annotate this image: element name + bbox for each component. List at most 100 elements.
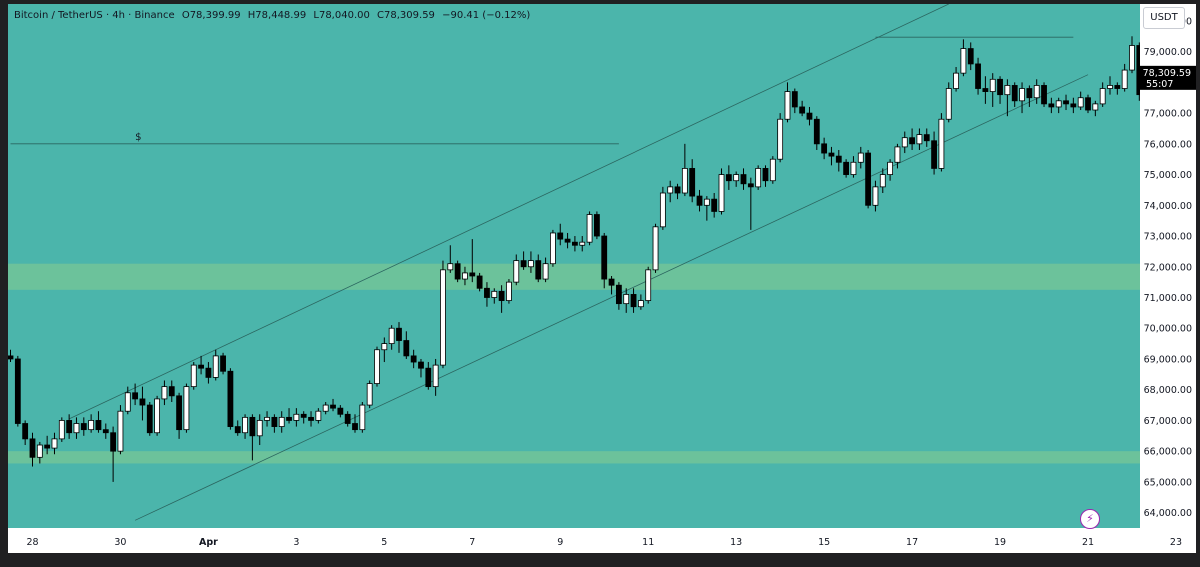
annotation-label: $	[135, 132, 141, 143]
candle-body	[923, 134, 930, 142]
candle-body	[44, 444, 51, 449]
candle-body	[784, 91, 791, 120]
candle-body	[1048, 103, 1055, 108]
candle-body	[572, 241, 578, 246]
price-tag	[1140, 65, 1196, 90]
candle-body	[630, 294, 637, 308]
candle-body	[586, 214, 593, 243]
candle-body	[344, 413, 351, 424]
candle-body	[146, 404, 153, 434]
candle-body	[557, 232, 564, 240]
x-tick-label: 5	[381, 537, 387, 548]
candle-body	[271, 416, 278, 427]
candle-body	[806, 112, 813, 120]
candle-body	[1114, 85, 1121, 89]
candle-body	[183, 386, 190, 431]
candle-body	[484, 287, 490, 298]
candle-body	[366, 383, 373, 406]
candle-body	[850, 161, 857, 175]
candle-body	[396, 327, 402, 341]
candle-body	[791, 91, 798, 108]
candle-body	[432, 364, 439, 388]
symbol-legend[interactable]: Bitcoin / TetherUS · 4h · Binance O78,39…	[14, 10, 534, 21]
candle-body	[491, 290, 498, 298]
y-tick-label: 73,000.00	[1144, 232, 1192, 243]
y-tick-label: 74,000.00	[1144, 201, 1192, 212]
x-tick-label: 28	[26, 537, 38, 548]
candle-body	[256, 420, 263, 437]
candle-body	[703, 198, 710, 206]
low-value: L78,040.00	[313, 10, 370, 21]
candle-body	[637, 300, 644, 308]
candle-body	[1121, 69, 1128, 89]
candle-body	[975, 63, 981, 89]
change-value: −90.41 (−0.12%)	[442, 10, 531, 21]
x-tick-label: 7	[469, 537, 475, 548]
candle-body	[1026, 88, 1033, 99]
candle-body	[835, 155, 842, 163]
candle-body	[227, 370, 234, 427]
candle-body	[58, 420, 65, 440]
candle-body	[1041, 85, 1047, 105]
x-tick-label: 13	[730, 537, 742, 548]
candle-body	[161, 386, 168, 400]
candle-body	[740, 174, 747, 185]
candle-body	[1011, 85, 1018, 102]
candle-body	[1107, 85, 1113, 89]
x-tick-label: Apr	[199, 537, 218, 548]
candle-body	[102, 429, 109, 434]
currency-button[interactable]: USDT	[1143, 7, 1185, 29]
candle-body	[403, 340, 410, 357]
candle-body	[1033, 85, 1040, 99]
x-tick-label: 19	[994, 537, 1006, 548]
candle-body	[293, 413, 300, 421]
candle-body	[73, 423, 80, 434]
candle-body	[139, 398, 146, 406]
candle-body	[542, 263, 549, 280]
candle-body	[388, 327, 395, 345]
candle-body	[1004, 85, 1011, 96]
candle-body	[689, 168, 696, 197]
candle-body	[330, 404, 336, 409]
y-tick-label: 77,000.00	[1144, 109, 1192, 120]
candle-body	[865, 152, 872, 206]
candle-body	[8, 355, 14, 360]
candle-body	[308, 416, 314, 421]
y-tick-label: 79,000.00	[1144, 47, 1192, 58]
candle-body	[168, 386, 175, 397]
candle-body	[1070, 103, 1077, 108]
candle-body	[755, 168, 762, 188]
candle-body	[337, 407, 344, 415]
candle-body	[374, 349, 380, 384]
candle-body	[747, 183, 754, 188]
candle-body	[212, 355, 219, 378]
candle-body	[989, 78, 996, 92]
candle-body	[857, 152, 864, 163]
candle-body	[322, 404, 329, 412]
candle-body	[777, 118, 784, 160]
candle-body	[799, 106, 806, 114]
time-axis[interactable]	[8, 528, 1140, 553]
candle-body	[440, 269, 446, 366]
candle-body	[872, 186, 879, 206]
lightning-icon[interactable]: ⚡	[1080, 509, 1100, 529]
candle-body	[1019, 88, 1025, 102]
y-tick-label: 76,000.00	[1144, 139, 1192, 150]
candle-body	[154, 398, 161, 434]
candle-body	[594, 214, 600, 237]
candle-body	[447, 263, 454, 271]
candle-body	[645, 269, 652, 301]
candle-body	[762, 168, 769, 182]
candle-body	[36, 444, 43, 458]
price-axis[interactable]	[1140, 4, 1196, 528]
candle-body	[234, 426, 241, 434]
candle-body	[879, 174, 886, 188]
candle-body	[220, 355, 226, 372]
candle-body	[286, 416, 292, 421]
candle-body	[418, 361, 424, 369]
candle-body	[696, 195, 703, 206]
candle-body	[359, 404, 366, 431]
candle-body	[769, 158, 776, 182]
candle-body	[469, 272, 476, 277]
